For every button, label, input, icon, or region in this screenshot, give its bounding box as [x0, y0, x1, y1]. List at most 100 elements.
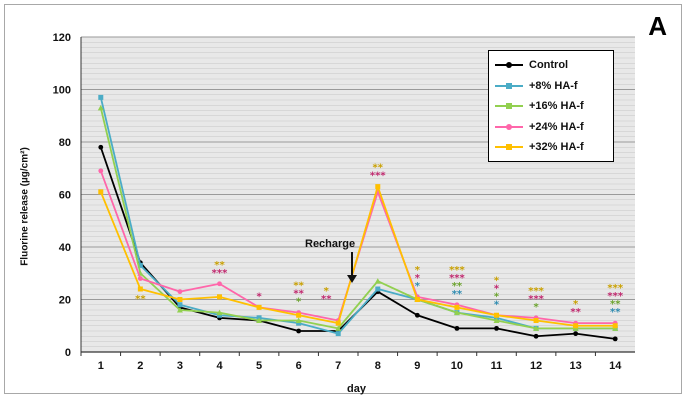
significance-mark: * [415, 281, 421, 292]
x-tick-label: 11 [491, 360, 503, 372]
data-point [256, 317, 263, 323]
legend-label: +24% HA-f [529, 120, 584, 133]
data-point [216, 309, 223, 316]
y-tick-label: 100 [53, 85, 71, 97]
data-point [176, 307, 183, 313]
y-tick-label: 40 [59, 242, 71, 254]
data-point [98, 168, 104, 174]
significance-mark: ** [321, 294, 332, 305]
x-axis-label: day [347, 383, 366, 395]
x-tick-label: 10 [451, 360, 463, 372]
data-point [98, 144, 104, 150]
significance-mark: ** [452, 289, 463, 300]
significance-mark: ** [373, 163, 384, 174]
x-tick-label: 5 [256, 360, 262, 372]
data-point [533, 333, 539, 339]
data-point [256, 304, 262, 310]
x-tick-label: 3 [177, 360, 183, 372]
x-tick-label: 7 [335, 360, 341, 372]
legend-label: +32% HA-f [529, 141, 584, 154]
data-point [573, 323, 579, 329]
data-point [454, 325, 460, 331]
x-tick-label: 14 [609, 360, 622, 372]
data-point [137, 276, 143, 281]
data-point [97, 104, 104, 111]
significance-mark: ** [610, 307, 621, 318]
significance-mark: * [296, 297, 302, 308]
data-point [375, 184, 381, 190]
significance-mark: ** [135, 294, 146, 305]
significance-mark: *** [528, 294, 544, 305]
legend-swatch [495, 101, 523, 111]
significance-mark: ** [610, 299, 621, 310]
data-point [137, 286, 143, 292]
data-point [533, 325, 540, 331]
data-point [533, 318, 539, 323]
legend-item-16-ha: +16% HA-f [495, 96, 607, 117]
data-point [295, 317, 302, 323]
significance-mark: * [533, 302, 539, 313]
data-point [98, 189, 104, 195]
data-point [296, 328, 302, 334]
data-point [494, 312, 499, 318]
legend-label: +8% HA-f [529, 79, 578, 92]
x-tick-label: 2 [137, 360, 143, 372]
chart-frame: 0 20 40 60 80 100 120 1 2 3 4 5 6 7 8 9 10 11 12 13 14 ** ** **… [4, 4, 682, 395]
data-point [177, 297, 183, 302]
data-point [454, 304, 460, 310]
significance-mark: *** [449, 273, 465, 284]
x-tick-label: 1 [98, 360, 104, 372]
significance-mark: *** [528, 286, 544, 297]
data-point [137, 262, 143, 268]
x-tick-label: 9 [414, 360, 420, 372]
legend-label: Control [529, 59, 569, 72]
data-point [493, 317, 500, 323]
significance-mark: *** [370, 171, 386, 182]
significance-mark: *** [607, 283, 623, 294]
data-point [494, 325, 499, 331]
y-tick-label: 20 [59, 295, 71, 307]
x-tick-label: 6 [296, 360, 302, 372]
significance-mark: *** [449, 265, 465, 276]
data-point [375, 286, 381, 292]
x-tick-label: 12 [530, 360, 542, 372]
data-point [177, 289, 183, 295]
significance-mark: *** [607, 291, 623, 302]
recharge-arrow-head [347, 275, 357, 283]
significance-mark: * [494, 275, 500, 286]
legend-item-32-ha: +32% HA-f [495, 137, 607, 158]
significance-mark: * [415, 273, 421, 284]
data-point [217, 281, 222, 287]
recharge-annotation: Recharge [305, 238, 356, 250]
significance-mark: * [256, 291, 262, 302]
panel-label: A [648, 11, 667, 41]
data-point [573, 331, 579, 337]
x-tick-label: 13 [570, 360, 582, 372]
y-tick-label: 0 [65, 347, 71, 359]
legend-item-8-ha: +8% HA-f [495, 76, 607, 97]
y-tick-label: 60 [59, 190, 71, 202]
legend-item-control: Control [495, 55, 607, 76]
y-axis-label: Fluorine release (µg/cm²) [19, 147, 31, 266]
data-point [414, 297, 420, 302]
significance-mark: ** [570, 307, 581, 318]
significance-mark: * [573, 299, 579, 310]
significance-mark: * [494, 299, 500, 310]
data-point [414, 312, 420, 318]
significance-mark: * [324, 286, 330, 297]
y-tick-label: 120 [53, 32, 71, 44]
data-point [335, 325, 342, 331]
significance-mark: ** [293, 281, 304, 292]
significance-mark: * [415, 265, 421, 276]
x-tick-label: 4 [216, 360, 223, 372]
data-point [612, 336, 618, 342]
legend: Control +8% HA-f +16% HA-f +24% HA-f +32… [488, 50, 614, 162]
legend-swatch [495, 81, 523, 91]
data-point [177, 302, 183, 308]
significance-mark: * [494, 291, 500, 302]
significance-mark: *** [212, 268, 228, 279]
legend-swatch [495, 60, 523, 70]
data-point [296, 320, 302, 326]
legend-label: +16% HA-f [529, 100, 584, 113]
data-point [453, 309, 460, 316]
